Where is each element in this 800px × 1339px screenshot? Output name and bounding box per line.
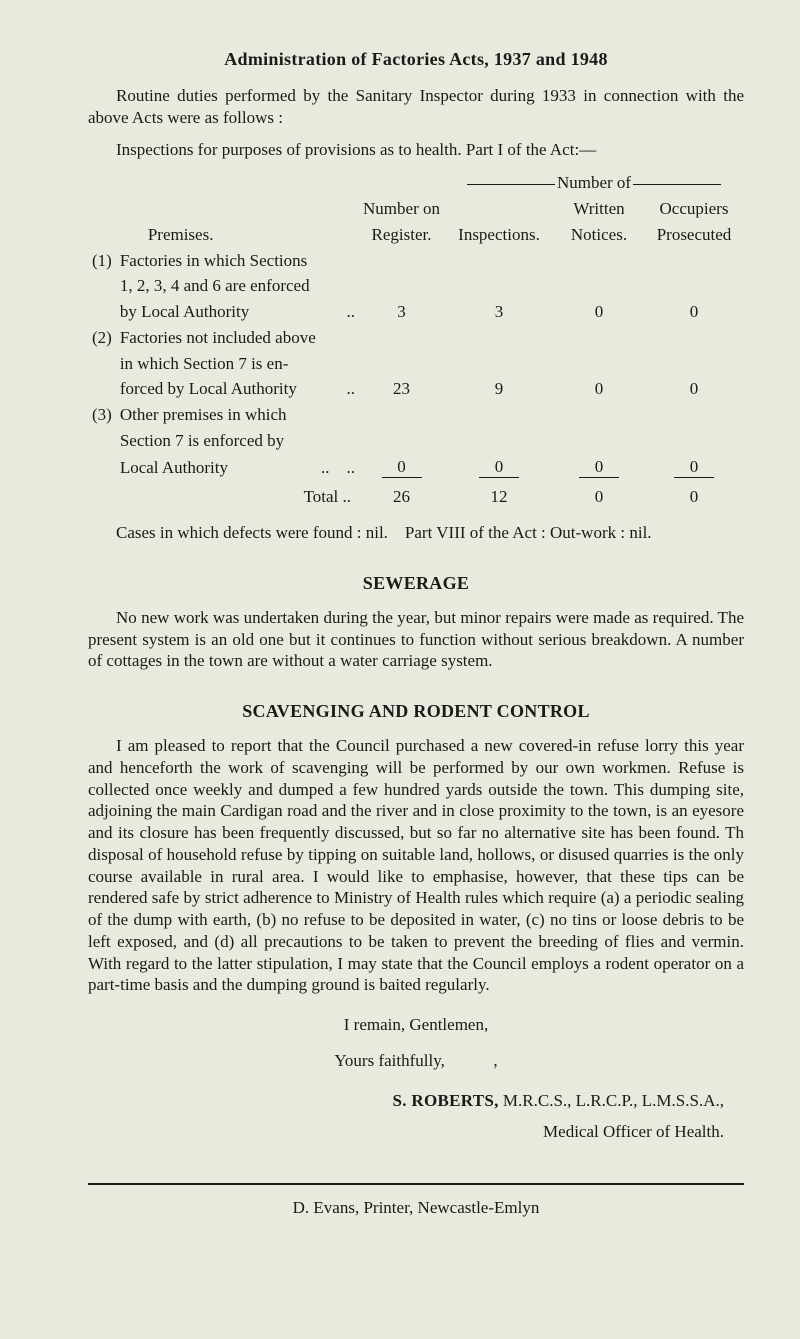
admin-p1: Routine duties performed by the Sanitary…	[88, 85, 744, 129]
cell-wri: 0	[579, 456, 619, 479]
page: Administration of Factories Acts, 1937 a…	[0, 0, 800, 1339]
row-text-c: forced by Local Authority	[120, 379, 297, 398]
admin-cases: Cases in which defects were found : nil.…	[88, 522, 744, 544]
table-row: (2) Factories not included above	[88, 325, 744, 351]
cell-ins: 3	[444, 299, 554, 325]
col-written-1: Written	[554, 196, 644, 222]
sewerage-title: SEWERAGE	[88, 572, 744, 595]
closing-remain: I remain, Gentlemen,	[88, 1014, 744, 1036]
sewerage-p: No new work was undertaken during the ye…	[88, 607, 744, 672]
cell-occ: 0	[674, 456, 714, 479]
row-text: Other premises in which	[116, 402, 359, 428]
row-num: (3)	[88, 402, 116, 428]
admin-p2: Inspections for purposes of provisions a…	[88, 139, 744, 161]
admin-table: Number of Number on Written Occupiers Pr…	[88, 170, 744, 510]
row-num: (2)	[88, 325, 116, 351]
table-row: Premises. Register. Inspections. Notices…	[88, 222, 744, 248]
row-num: (1)	[88, 248, 116, 274]
table-row: Section 7 is enforced by	[88, 428, 744, 454]
row-text: forced by Local Authority ..	[116, 376, 359, 402]
rule-left	[467, 184, 555, 185]
cell-ins: 9	[444, 376, 554, 402]
col-register-2: Register.	[359, 222, 444, 248]
row-text: by Local Authority ..	[116, 299, 359, 325]
table-row: Number of	[88, 170, 744, 196]
cell-reg: 0	[382, 456, 422, 479]
col-register-1: Number on	[359, 196, 444, 222]
closing-yours-text: Yours faithfully,	[334, 1051, 445, 1070]
table-row: Number on Written Occupiers	[88, 196, 744, 222]
table-row: (3) Other premises in which	[88, 402, 744, 428]
cell-occ: 0	[644, 376, 744, 402]
row-text: in which Section 7 is en-	[116, 351, 359, 377]
closing-block: I remain, Gentlemen, Yours faithfully, ,…	[88, 1014, 744, 1143]
col-occ-2: Prosecuted	[644, 222, 744, 248]
row-dots: ..	[347, 378, 356, 400]
row-text-c: by Local Authority	[120, 302, 249, 321]
scav-p: I am pleased to report that the Council …	[88, 735, 744, 996]
number-of-header: Number of	[444, 170, 744, 196]
closing-comma: ,	[493, 1051, 497, 1070]
footer-text: D. Evans, Printer, Newcastle-Emlyn	[88, 1197, 744, 1219]
cell-wri: 0	[554, 299, 644, 325]
row-text-c: Local Authority	[120, 458, 228, 477]
table-total-row: Total .. 26 12 0 0	[88, 484, 744, 510]
row-text: Local Authority .. ..	[116, 454, 359, 481]
row-text: Factories in which Sections	[116, 248, 359, 274]
table-row: (1) Factories in which Sections	[88, 248, 744, 274]
col-premises: Premises.	[116, 222, 359, 248]
col-written-2: Notices.	[554, 222, 644, 248]
row-text: Factories not included above	[116, 325, 359, 351]
closing-creds-text: M.R.C.S., L.R.C.P., L.M.S.S.A.,	[503, 1091, 724, 1110]
closing-name-line: S. ROBERTS, M.R.C.S., L.R.C.P., L.M.S.S.…	[88, 1090, 744, 1112]
number-of-label: Number of	[557, 173, 631, 192]
admin-title: Administration of Factories Acts, 1937 a…	[88, 48, 744, 71]
footer-rule	[88, 1183, 744, 1185]
table-row: Local Authority .. .. 0 0 0 0	[88, 454, 744, 481]
cell-reg: 3	[359, 299, 444, 325]
total-occ: 0	[644, 484, 744, 510]
total-reg: 26	[359, 484, 444, 510]
total-wri: 0	[554, 484, 644, 510]
total-ins: 12	[444, 484, 554, 510]
cell-ins: 0	[479, 456, 519, 479]
closing-name: S. ROBERTS,	[393, 1091, 499, 1110]
row-text: 1, 2, 3, 4 and 6 are enforced	[116, 273, 359, 299]
row-dots: .. ..	[321, 457, 355, 479]
table-row: forced by Local Authority .. 23 9 0 0	[88, 376, 744, 402]
row-dots: ..	[347, 301, 356, 323]
cell-occ: 0	[644, 299, 744, 325]
closing-yours: Yours faithfully, ,	[88, 1050, 744, 1072]
table-row: 1, 2, 3, 4 and 6 are enforced	[88, 273, 744, 299]
closing-role: Medical Officer of Health.	[88, 1121, 744, 1143]
col-inspections: Inspections.	[444, 222, 554, 248]
table-row: by Local Authority .. 3 3 0 0	[88, 299, 744, 325]
row-text: Section 7 is enforced by	[116, 428, 359, 454]
col-occ-1: Occupiers	[644, 196, 744, 222]
total-label: Total ..	[116, 484, 359, 510]
scav-title: SCAVENGING AND RODENT CONTROL	[88, 700, 744, 723]
rule-right	[633, 184, 721, 185]
cell-reg: 23	[359, 376, 444, 402]
table-row: in which Section 7 is en-	[88, 351, 744, 377]
cell-wri: 0	[554, 376, 644, 402]
